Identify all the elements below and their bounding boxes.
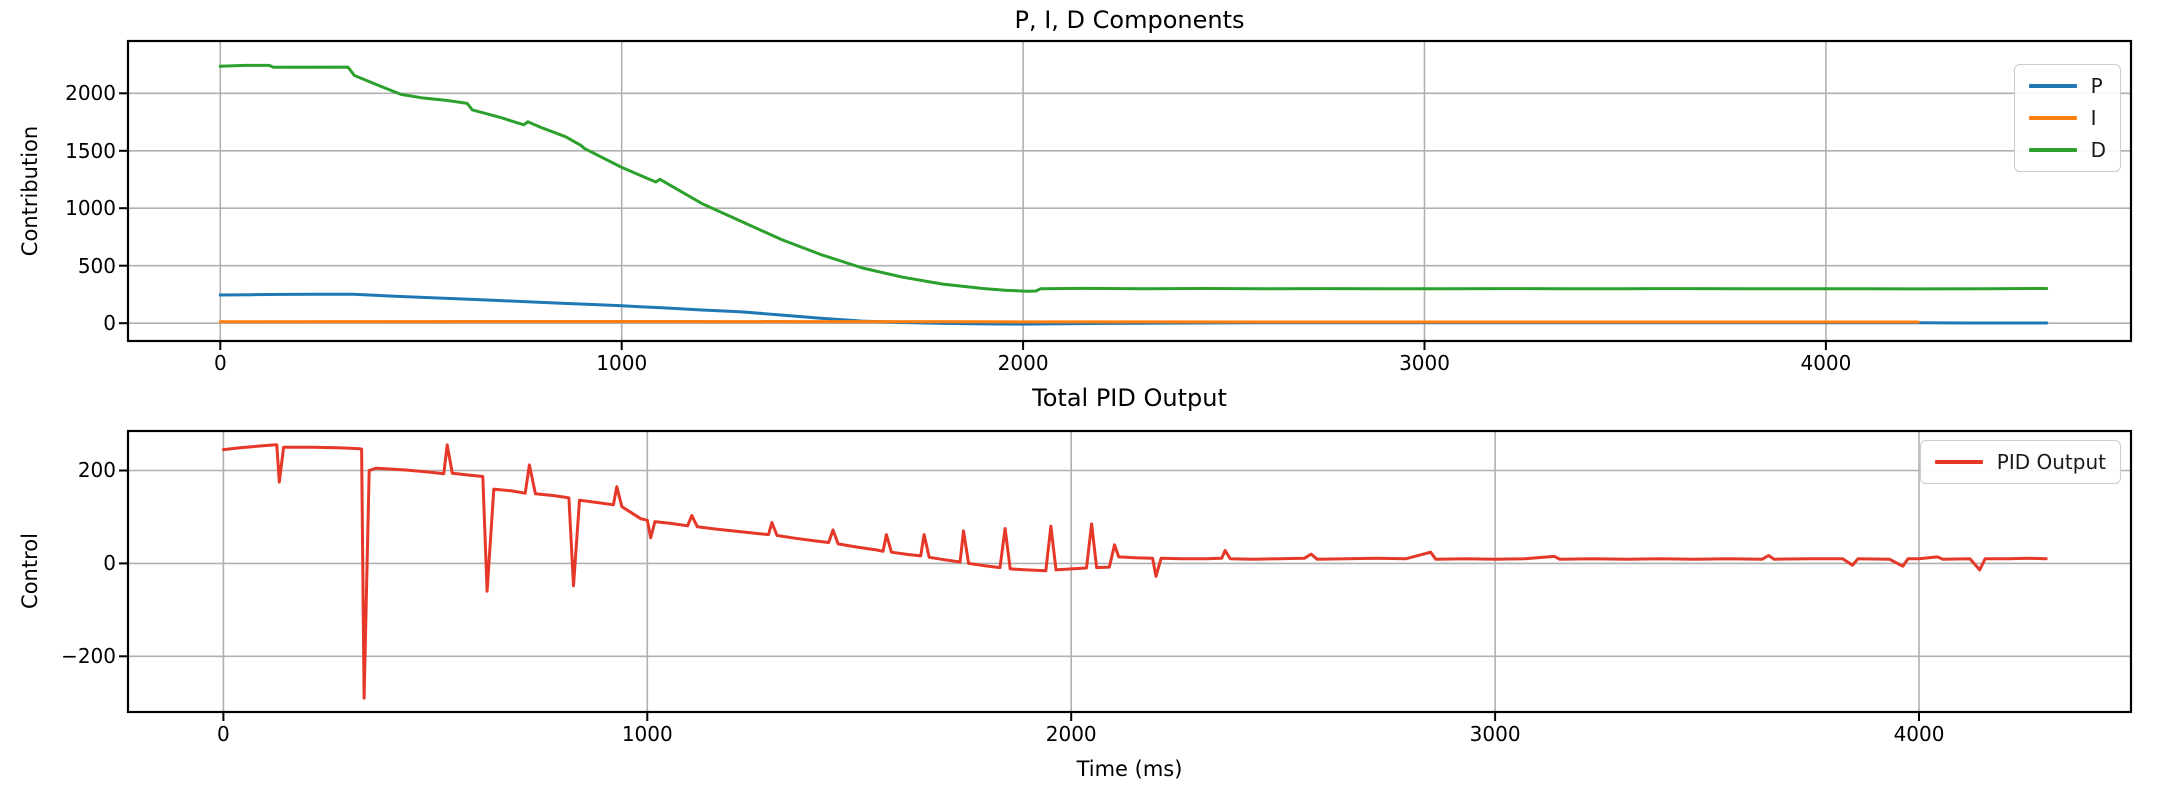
x-tick-label: 3000 [1399, 351, 1450, 375]
x-tick-label: 0 [217, 722, 230, 746]
y-tick-label: 0 [103, 311, 116, 336]
pid-components-plot-area [119, 39, 2133, 350]
x-tick-label: 4000 [1893, 722, 1945, 746]
bottom-chart-title: Total PID Output [1032, 384, 1227, 412]
y-tick-label: 0 [103, 551, 116, 576]
legend-entry-p: P [2028, 74, 2106, 98]
y-tick-label: −200 [61, 644, 116, 669]
legend-entry-d: D [2028, 138, 2106, 162]
pid-output-line-sample [1934, 460, 1983, 464]
legend-label-i: I [2090, 106, 2097, 130]
i-line-sample [2028, 116, 2077, 120]
y-tick-label: 2000 [65, 81, 116, 106]
legend-label-p: P [2090, 74, 2103, 98]
x-tick-label: 1000 [596, 351, 648, 375]
p-line-sample [2028, 84, 2077, 88]
y-tick-label: 200 [77, 458, 116, 483]
pid-output-plot-area [119, 429, 2133, 721]
legend-entry-i: I [2028, 106, 2106, 130]
x-tick-label: 4000 [1800, 351, 1852, 375]
top-chart-title: P, I, D Components [1014, 6, 1245, 34]
d-line-sample [2028, 148, 2077, 152]
x-tick-label: 2000 [997, 351, 1049, 375]
y-tick-label: 1000 [65, 196, 116, 221]
legend-entry-pid-output: PID Output [1934, 450, 2106, 474]
y-tick-label: 1500 [65, 138, 116, 163]
x-tick-label: 0 [213, 351, 227, 375]
y-tick-label: 500 [77, 253, 116, 278]
x-tick-label: 1000 [621, 722, 673, 746]
legend-label-d: D [2090, 138, 2106, 162]
top-legend: P I D [2013, 64, 2121, 172]
x-axis-label: Time (ms) [1076, 757, 1183, 781]
x-tick-label: 2000 [1045, 722, 1097, 746]
bottom-legend: PID Output [1919, 440, 2121, 484]
legend-label-pid-output: PID Output [1996, 450, 2106, 474]
x-tick-label: 3000 [1469, 722, 1521, 746]
